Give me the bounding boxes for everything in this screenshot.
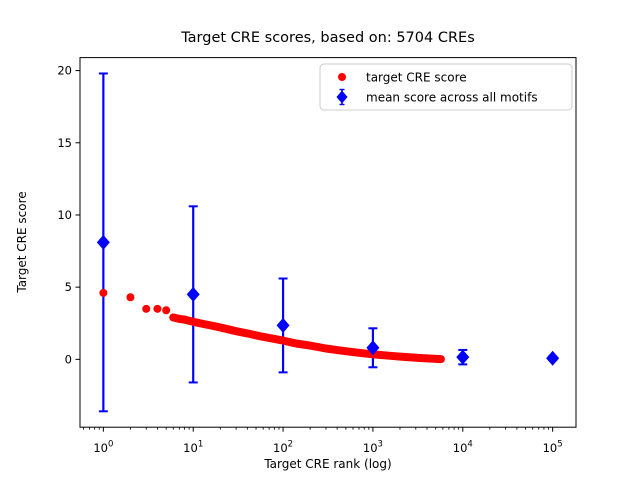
x-tick-label: 104	[453, 440, 473, 456]
target-score-series	[99, 288, 445, 364]
legend: target CRE score mean score across all m…	[319, 63, 573, 111]
target-score-point	[99, 288, 108, 297]
y-tick-label: 10	[57, 208, 72, 222]
legend-entry-mean-label: mean score across all motifs	[366, 91, 538, 105]
legend-target-circle-icon	[338, 73, 346, 81]
mean-score-diamond	[366, 340, 380, 356]
x-tick-label: 102	[273, 440, 293, 456]
x-tick-label: 103	[363, 440, 383, 456]
legend-entry-target-label: target CRE score	[366, 71, 467, 85]
y-tick-label: 15	[57, 136, 72, 150]
target-score-point	[142, 304, 151, 313]
target-score-band	[169, 313, 445, 364]
y-tick-label: 0	[65, 352, 72, 366]
y-tick-label: 5	[65, 280, 72, 294]
legend-mean-diamond-errorbar-icon	[336, 88, 348, 106]
mean-score-diamond	[456, 349, 470, 365]
x-tick-label: 100	[93, 440, 113, 456]
mean-score-diamond	[186, 286, 200, 302]
target-score-point	[153, 304, 162, 313]
mean-score-diamond	[546, 350, 560, 366]
mean-score-markers	[96, 234, 560, 366]
y-axis-label: Target CRE score	[15, 191, 29, 293]
mean-score-diamond	[96, 234, 110, 250]
x-tick-label: 105	[543, 440, 563, 456]
target-score-point	[162, 306, 171, 315]
chart-title: Target CRE scores, based on: 5704 CREs	[180, 30, 475, 46]
mean-score-diamond	[276, 317, 290, 333]
axes-frame	[79, 57, 577, 428]
legend-box	[319, 63, 573, 111]
mean-errorbars	[98, 72, 558, 413]
y-tick-label: 20	[57, 64, 72, 78]
target-score-point	[126, 293, 135, 302]
plot-marks: 100 101 102 103 104 105 0 5 10 15 20	[57, 64, 562, 455]
axis-ticks: 100 101 102 103 104 105 0 5 10 15 20	[57, 64, 562, 455]
x-axis-label: Target CRE rank (log)	[263, 457, 391, 471]
x-tick-label: 101	[183, 440, 203, 456]
